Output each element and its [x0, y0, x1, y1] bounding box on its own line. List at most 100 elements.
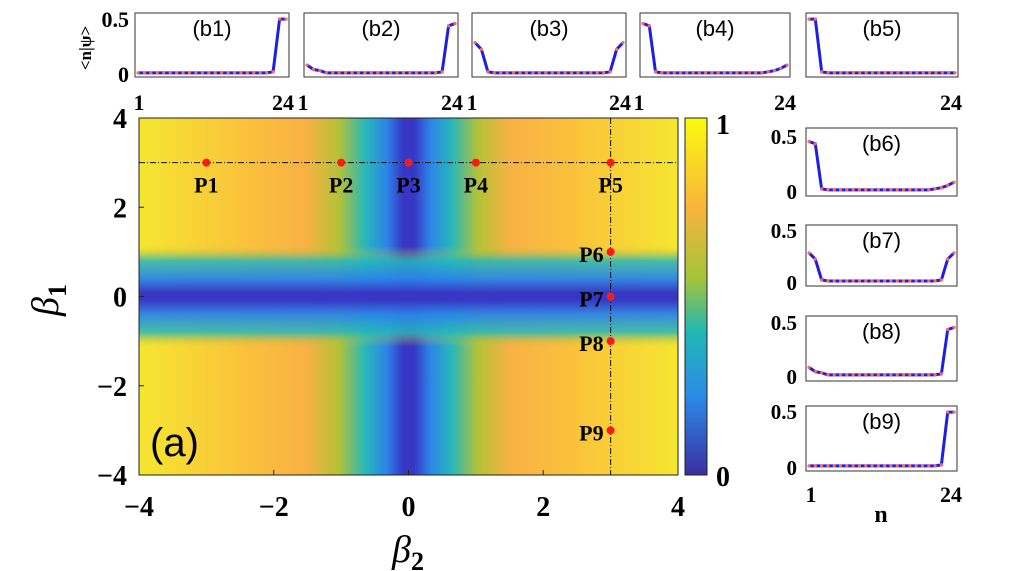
series-point [946, 327, 950, 332]
y-axis-label: β1 [25, 284, 72, 317]
series-point [678, 71, 683, 75]
series-point [766, 70, 770, 74]
series-point [245, 71, 249, 75]
series-point [265, 71, 269, 75]
top-x-tick-label: 1 [134, 90, 145, 115]
series-point [813, 370, 817, 374]
panel-frame [805, 127, 958, 197]
series-point [305, 63, 309, 67]
series-point [537, 71, 541, 75]
panel-label: (b4) [695, 16, 734, 41]
series-point [851, 188, 855, 192]
series-point [908, 279, 912, 283]
series-point [914, 373, 918, 377]
side-y-tick-label: 0 [787, 365, 798, 389]
series-point [760, 71, 764, 75]
series-point [350, 71, 354, 75]
series-point [512, 71, 516, 75]
series-point [927, 188, 931, 192]
series-point [277, 17, 282, 21]
panel-frame [134, 12, 290, 78]
colorbar-min-label: 0 [716, 462, 730, 493]
series-point [337, 71, 341, 75]
series-point [807, 17, 811, 21]
series-point [820, 464, 824, 468]
series-point [813, 257, 817, 261]
series-point [870, 373, 874, 377]
series-point [832, 373, 836, 377]
series-point [187, 71, 192, 75]
series-point [851, 279, 855, 283]
series-point [826, 188, 830, 192]
series-point [952, 410, 956, 414]
series-point [939, 372, 943, 376]
series-point [953, 71, 957, 75]
y-tick-label: −2 [97, 372, 127, 403]
series-point [660, 71, 664, 75]
series-point [505, 71, 509, 75]
series-point [149, 71, 153, 75]
heatmap-band [139, 118, 678, 475]
series-point [356, 71, 361, 75]
x-tick-label: 0 [402, 492, 416, 523]
series-point [858, 71, 862, 75]
panel-label: (b7) [862, 228, 901, 253]
series-point [710, 71, 714, 75]
top-y-axis-label-text: <n|ψ> [76, 26, 95, 70]
side-x-tick-label: 24 [940, 482, 962, 507]
series-point [883, 279, 887, 283]
point-label: P9 [579, 420, 603, 445]
series-point [920, 464, 925, 468]
series-point [838, 464, 843, 468]
series-point [845, 373, 849, 377]
series-point [939, 278, 943, 282]
series-point [716, 71, 720, 75]
series-point [807, 464, 811, 468]
x-axis-label: β2 [391, 529, 424, 571]
series-point [136, 71, 140, 75]
series-point [614, 47, 619, 51]
series-point [427, 71, 431, 75]
series-point [838, 188, 843, 192]
series-point [902, 71, 906, 75]
point-label: P1 [194, 173, 218, 198]
series-point [741, 71, 745, 75]
series-point [857, 464, 862, 468]
series-point [934, 71, 938, 75]
series-point [492, 71, 496, 75]
x-tick-label: −2 [259, 492, 289, 523]
side-y-tick-label: 0 [787, 271, 798, 295]
y-tick-label: 4 [113, 104, 127, 135]
series-point [271, 70, 275, 74]
series-point [318, 69, 322, 73]
series-point [155, 71, 159, 75]
series-point [772, 69, 777, 73]
series-point [722, 71, 726, 75]
panel-label: (b8) [862, 319, 901, 344]
series-point [518, 71, 522, 75]
series-point [608, 70, 612, 74]
panel-frame [805, 224, 958, 287]
series-point [331, 71, 335, 75]
top-x-tick-label: 24 [940, 90, 962, 115]
series-point [933, 279, 937, 283]
series-point [889, 188, 893, 192]
series-point [870, 188, 874, 192]
series-point [914, 464, 918, 468]
series-point [870, 279, 874, 283]
line-panel: (b1) [134, 12, 290, 78]
series-point [940, 71, 944, 75]
series-point [589, 71, 593, 75]
series-point [864, 279, 868, 283]
series-point [473, 41, 477, 45]
series-point [839, 71, 843, 75]
point-marker [471, 158, 480, 167]
series-point [883, 464, 887, 468]
point-marker [337, 158, 346, 167]
series-point [779, 66, 783, 70]
series-point [927, 373, 931, 377]
point-label: P5 [598, 173, 622, 198]
series-point [284, 17, 288, 21]
series-point [142, 71, 147, 75]
